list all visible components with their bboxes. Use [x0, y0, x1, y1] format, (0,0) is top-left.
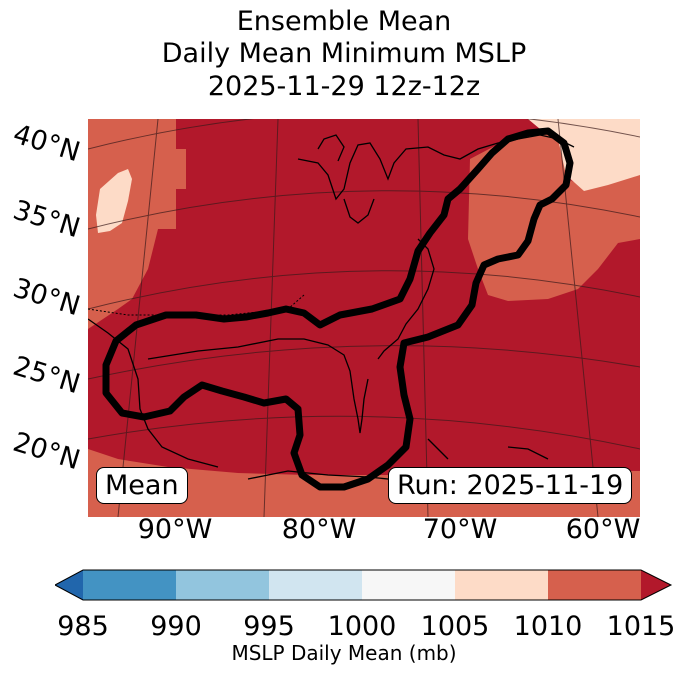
colorbar-bin-995 [269, 570, 362, 600]
title-line-1: Ensemble Mean [236, 6, 452, 37]
colorbar-tick-1010: 1010 [513, 611, 583, 642]
lat-label-25: 25°N [9, 350, 84, 401]
lon-label-60: 60°W [565, 514, 641, 545]
run-label-box: Run: 2025-11-19 [388, 467, 633, 504]
colorbar-tick-1015: 1015 [606, 611, 676, 642]
mean-label-box: Mean [96, 467, 188, 504]
map-fill-1005-west [96, 169, 132, 233]
mslp-contour [102, 127, 574, 491]
colorbar-tick-995: 995 [243, 611, 295, 642]
colorbar-bin-1000 [362, 570, 455, 600]
lon-label-80: 80°W [281, 514, 357, 545]
colorbar-label: MSLP Daily Mean (mb) [231, 641, 457, 665]
map-fill-1010-west [88, 119, 186, 329]
colorbar-outline [55, 569, 673, 601]
lon-label-90: 90°W [137, 514, 213, 545]
colorbar-extend-low [55, 570, 83, 600]
colorbar-tick-990: 990 [150, 611, 202, 642]
colorbar-extend-high [641, 570, 671, 600]
colorbar-bin-1005 [455, 570, 548, 600]
lat-label-20: 20°N [9, 426, 84, 477]
colorbar-bin-990 [176, 570, 269, 600]
colorbar-bin-1010 [548, 570, 641, 600]
mslp-map [88, 119, 640, 517]
title-line-3: 2025-11-29 12z-12z [207, 71, 481, 102]
colorbar [55, 569, 673, 601]
colorbar-tick-1005: 1005 [420, 611, 490, 642]
colorbar-tick-1000: 1000 [327, 611, 397, 642]
title-line-2: Daily Mean Minimum MSLP [161, 38, 527, 69]
lat-label-30: 30°N [9, 272, 84, 323]
lat-label-40: 40°N [9, 118, 84, 169]
lon-label-70: 70°W [422, 514, 498, 545]
colorbar-bin-985 [83, 570, 176, 600]
lat-label-35: 35°N [9, 194, 84, 245]
colorbar-tick-985: 985 [57, 611, 109, 642]
